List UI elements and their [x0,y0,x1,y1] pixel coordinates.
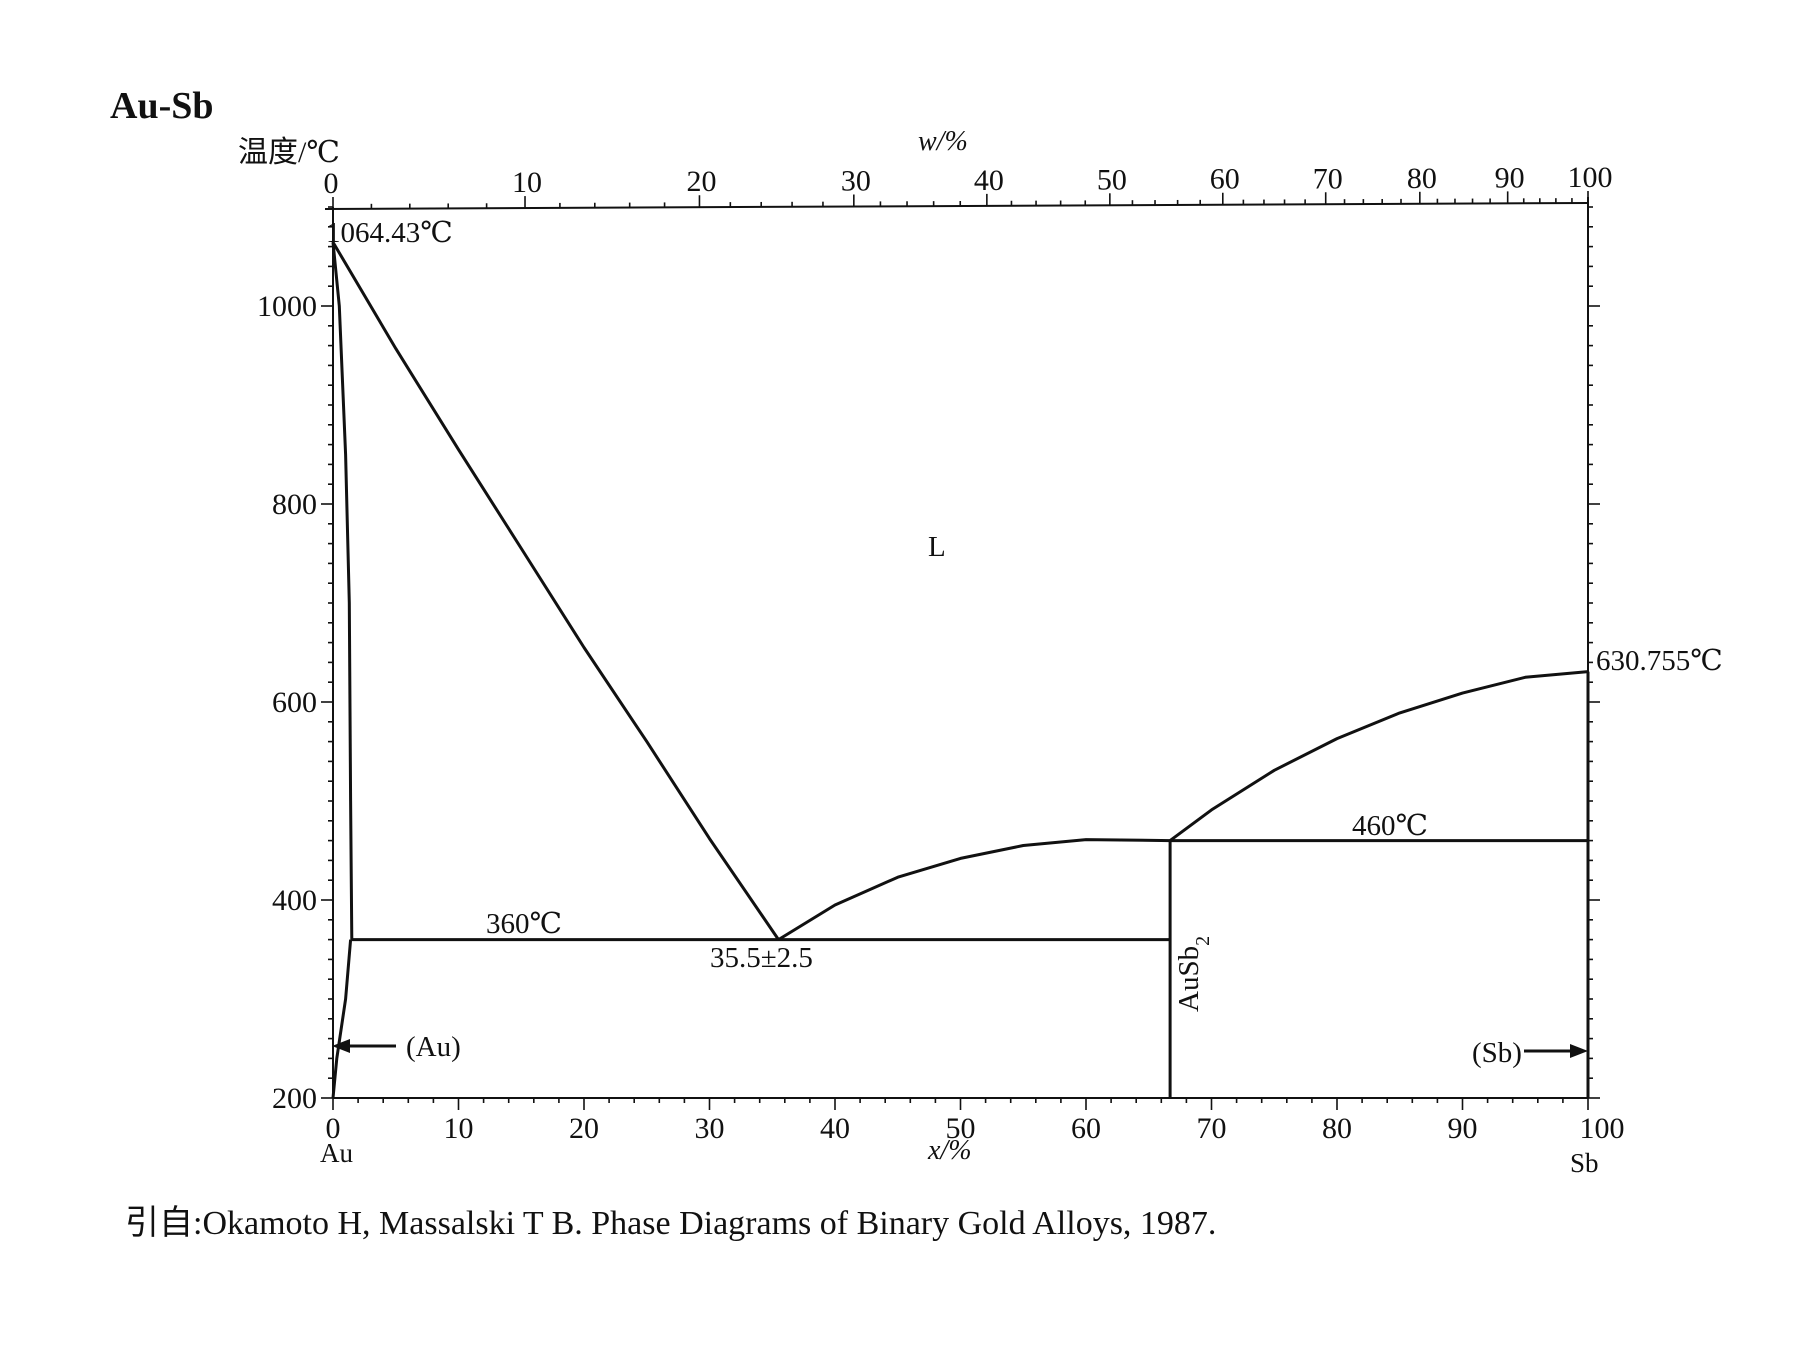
y-tick-label: 400 [272,884,317,917]
phase-boundary-line [777,838,1171,941]
x-bottom-tick-label: 10 [444,1112,474,1145]
bottom-right-element-label: Sb [1570,1148,1599,1178]
au-melting-label: 1064.43℃ [326,217,453,249]
eutectic-460-label: 460℃ [1352,810,1428,842]
x-bottom-tick-label: 100 [1580,1112,1625,1145]
top-axis-title: w/% [918,126,968,157]
x-bottom-tick-label: 70 [1197,1112,1227,1145]
eutectic-composition-label: 35.5±2.5 [710,942,813,974]
y-tick-label: 200 [272,1082,317,1115]
x-top-tick-label: 50 [1097,163,1127,196]
x-bottom-tick-label: 0 [326,1112,341,1145]
source-caption: 引自:Okamoto H, Massalski T B. Phase Diagr… [125,1204,1216,1242]
eutectic-360-label: 360℃ [486,908,562,940]
bottom-axis-title: x/% [927,1135,972,1166]
x-bottom-tick-label: 80 [1322,1112,1352,1145]
x-bottom-tick-label: 30 [695,1112,725,1145]
x-top-tick-label: 90 [1495,161,1525,194]
y-tick-label: 800 [272,488,317,521]
x-top-tick-label: 100 [1568,161,1613,194]
x-top-tick-label: 40 [974,164,1004,197]
sb-melting-label: 630.755℃ [1596,645,1723,677]
y-tick-label: 600 [272,686,317,719]
phase-boundaries [331,241,1590,1099]
phase-boundary-line [331,241,780,941]
x-top-tick-label: 30 [841,165,871,198]
x-bottom-tick-label: 50 [946,1112,976,1145]
y-axis-title: 温度/℃ [238,136,340,169]
sb-phase-arrow [1524,1044,1588,1058]
x-top-tick-label: 10 [512,166,542,199]
x-top-tick-label: 60 [1210,163,1240,196]
x-top-tick-label: 0 [324,167,339,200]
sb-phase-label: (Sb) [1472,1037,1522,1069]
bottom-left-element-label: Au [320,1138,353,1168]
plot-frame [324,197,1589,1099]
phase-boundary-line [331,939,353,1099]
x-bottom-tick-label: 40 [820,1112,850,1145]
x-top-tick-label: 80 [1407,162,1437,195]
top-axis-line [324,202,1589,210]
ausb2-compound-label: AuSb2 [1173,936,1214,1012]
x-bottom-tick-label: 60 [1071,1112,1101,1145]
x-top-tick-label: 70 [1313,162,1343,195]
x-bottom-tick-label: 90 [1448,1112,1478,1145]
phase-boundary-line [1169,670,1589,842]
phase-boundary-line [331,242,354,940]
au-phase-arrow [332,1039,396,1053]
au-phase-label: (Au) [406,1031,461,1063]
liquid-region-label: L [928,531,946,563]
x-top-tick-label: 20 [686,165,716,198]
chart-title: Au-Sb [110,85,214,127]
x-bottom-tick-label: 20 [569,1112,599,1145]
y-tick-label: 1000 [257,290,317,323]
